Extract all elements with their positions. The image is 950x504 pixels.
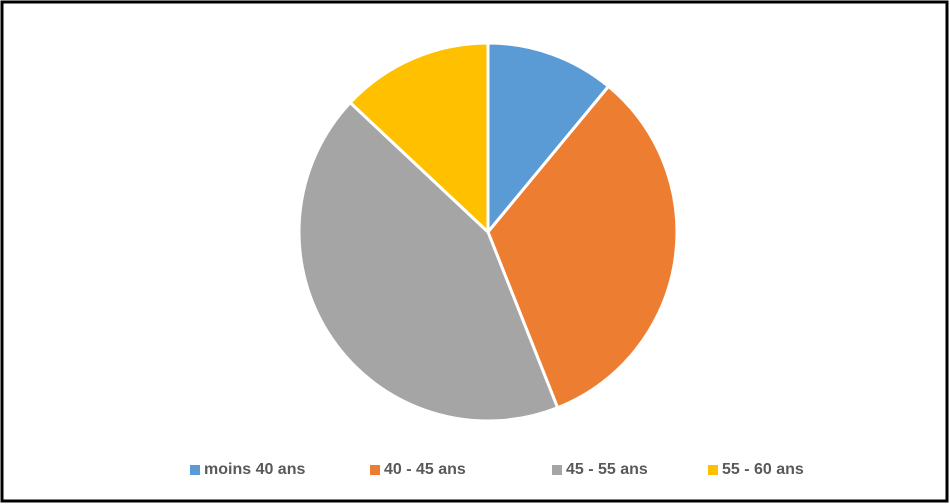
pie-slice [348, 41, 490, 236]
legend-swatch [370, 465, 380, 475]
legend-swatch [552, 465, 562, 475]
legend-swatch [190, 465, 200, 475]
pie-slice [297, 100, 560, 423]
legend-swatch [708, 465, 718, 475]
legend-label: 55 - 60 ans [722, 461, 804, 478]
legend-label: 40 - 45 ans [384, 461, 466, 478]
pie-slice [486, 84, 679, 410]
legend-label: moins 40 ans [204, 461, 305, 478]
pie-slice [486, 41, 611, 237]
legend-label: 45 - 55 ans [566, 461, 648, 478]
